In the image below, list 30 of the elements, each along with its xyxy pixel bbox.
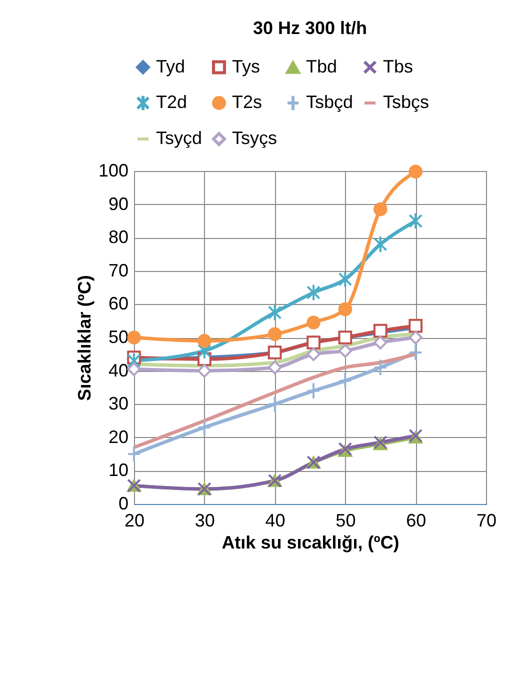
legend-label: Tsbçd — [306, 92, 354, 112]
legend-label: Tbd — [306, 56, 338, 77]
y-tick-label: 80 — [108, 227, 128, 248]
y-axis-title: Sıcaklıklar (ºC) — [74, 275, 94, 401]
y-tick-label: 30 — [108, 394, 128, 414]
y-tick-label: 90 — [108, 194, 128, 214]
x-tick-label: 50 — [336, 510, 356, 530]
x-tick-label: 70 — [476, 510, 497, 530]
legend-label: Tsyçd — [156, 128, 202, 148]
y-tick-label: 0 — [118, 494, 128, 514]
y-tick-label: 100 — [98, 160, 128, 180]
x-tick-label: 20 — [124, 510, 145, 530]
x-tick-label: 60 — [406, 510, 426, 530]
y-tick-label: 60 — [108, 294, 128, 314]
x-axis-title: Atık su sıcaklığı, (ºC) — [222, 532, 400, 552]
y-tick-label: 70 — [108, 260, 128, 280]
legend-label: Tsyçs — [232, 128, 277, 148]
legend-label: T2d — [156, 92, 188, 112]
y-tick-label: 40 — [108, 360, 128, 380]
legend-label: Tbs — [383, 56, 414, 76]
legend-label: Tys — [232, 56, 260, 76]
y-tick-label: 10 — [108, 460, 128, 480]
x-tick-label: 30 — [194, 510, 215, 530]
x-tick-label: 40 — [265, 510, 286, 530]
legend-label: Tsbçs — [383, 92, 430, 112]
legend-label: Tyd — [156, 56, 186, 76]
y-tick-label: 50 — [108, 327, 128, 347]
y-tick-label: 20 — [108, 426, 128, 447]
legend-label: T2s — [232, 92, 262, 112]
chart-title: 30 Hz 300 lt/h — [252, 18, 368, 38]
